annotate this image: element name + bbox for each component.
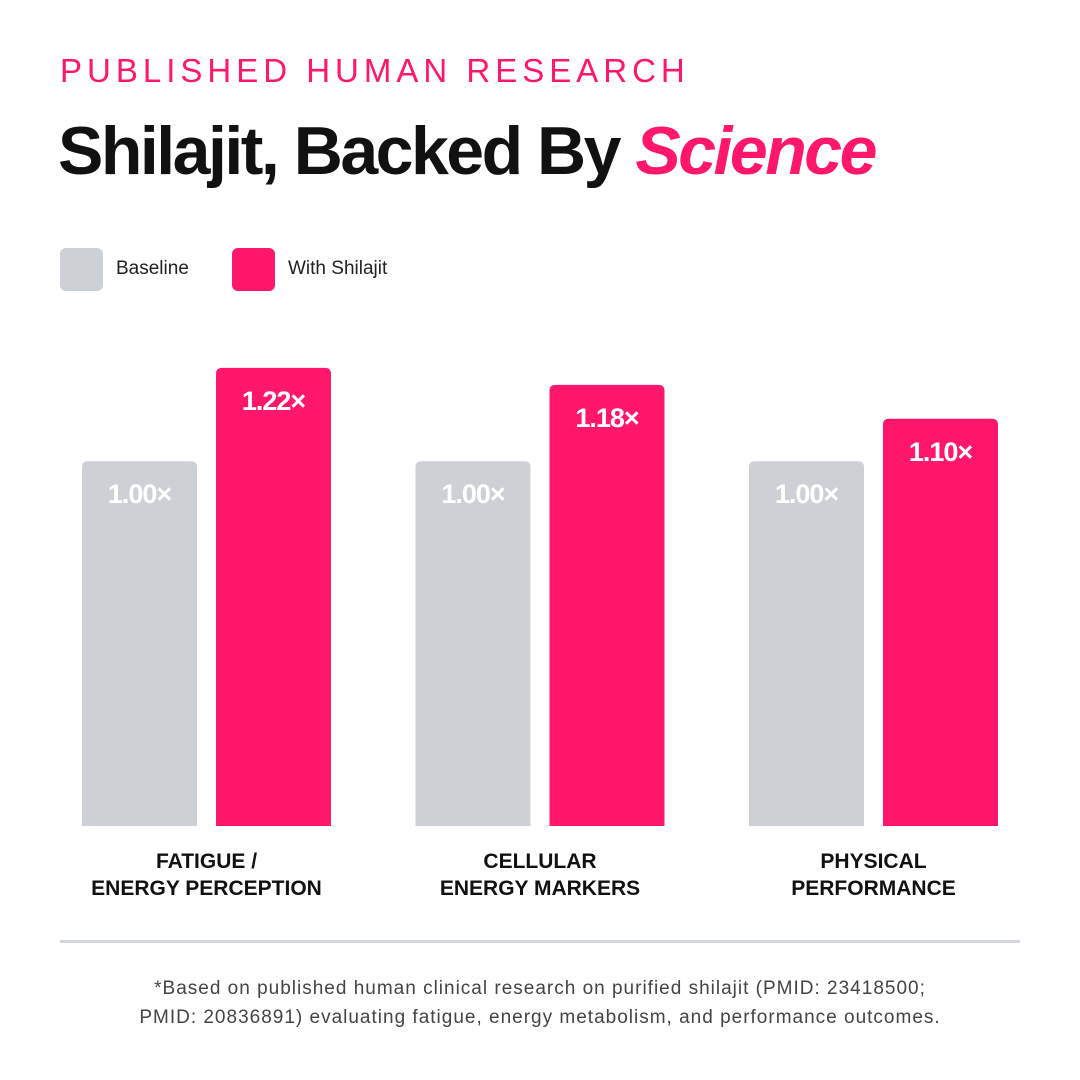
title-emphasis: Science [635, 113, 877, 189]
value-label: 1.00× [108, 479, 172, 509]
legend-label: With Shilajit [288, 258, 388, 279]
footnote: *Based on published human clinical resea… [154, 978, 926, 999]
x-tick-label: CELLULAR ENERGY MARKERS [439, 850, 641, 900]
value-label: 1.18× [575, 403, 639, 433]
value-label: 1.00× [775, 479, 839, 509]
title-text: Shilajit, Backed By [58, 113, 621, 189]
value-label: 1.22× [242, 386, 306, 416]
bar [415, 461, 531, 826]
footnote: PMID: 20836891) evaluating fatigue, ener… [139, 1007, 941, 1028]
legend-swatch [232, 248, 275, 291]
bar [216, 367, 331, 826]
x-tick-label: FATIGUE / ENERGY PERCEPTION [91, 850, 322, 900]
value-label: 1.10× [909, 437, 973, 467]
bar [549, 384, 665, 826]
bar [883, 418, 998, 826]
x-tick-label: PHYSICAL PERFORMANCE [791, 850, 956, 900]
legend-label: Baseline [116, 258, 189, 279]
kicker: PUBLISHED HUMAN RESEARCH [60, 52, 690, 89]
bar [749, 461, 864, 826]
bar [82, 461, 197, 826]
chart-title: Shilajit, Backed By Science [58, 112, 877, 190]
divider [60, 940, 1020, 943]
legend-swatch [60, 248, 103, 291]
value-label: 1.00× [441, 479, 505, 509]
